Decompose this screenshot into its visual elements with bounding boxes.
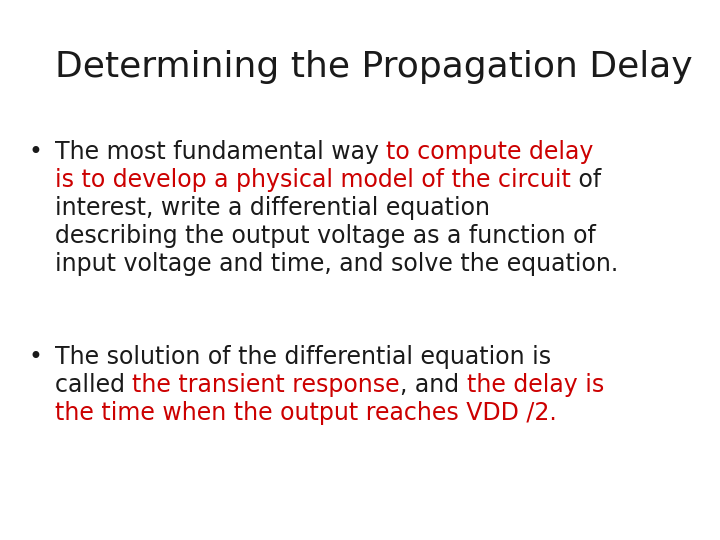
Text: interest, write a differential equation: interest, write a differential equation (55, 196, 490, 220)
Text: the transient response: the transient response (132, 373, 400, 397)
Text: the delay is: the delay is (467, 373, 604, 397)
Text: of: of (571, 168, 601, 192)
Text: is to develop a physical model of the circuit: is to develop a physical model of the ci… (55, 168, 571, 192)
Text: Determining the Propagation Delay: Determining the Propagation Delay (55, 50, 693, 84)
Text: describing the output voltage as a function of: describing the output voltage as a funct… (55, 224, 596, 248)
Text: called: called (55, 373, 132, 397)
Text: to compute delay: to compute delay (387, 140, 594, 164)
Text: input voltage and time, and solve the equation.: input voltage and time, and solve the eq… (55, 252, 618, 276)
Text: , and: , and (400, 373, 467, 397)
Text: The solution of the differential equation is: The solution of the differential equatio… (55, 345, 551, 369)
Text: the time when the output reaches VDD /2.: the time when the output reaches VDD /2. (55, 401, 557, 425)
Text: •: • (28, 140, 42, 164)
Text: The most fundamental way: The most fundamental way (55, 140, 387, 164)
Text: •: • (28, 345, 42, 369)
